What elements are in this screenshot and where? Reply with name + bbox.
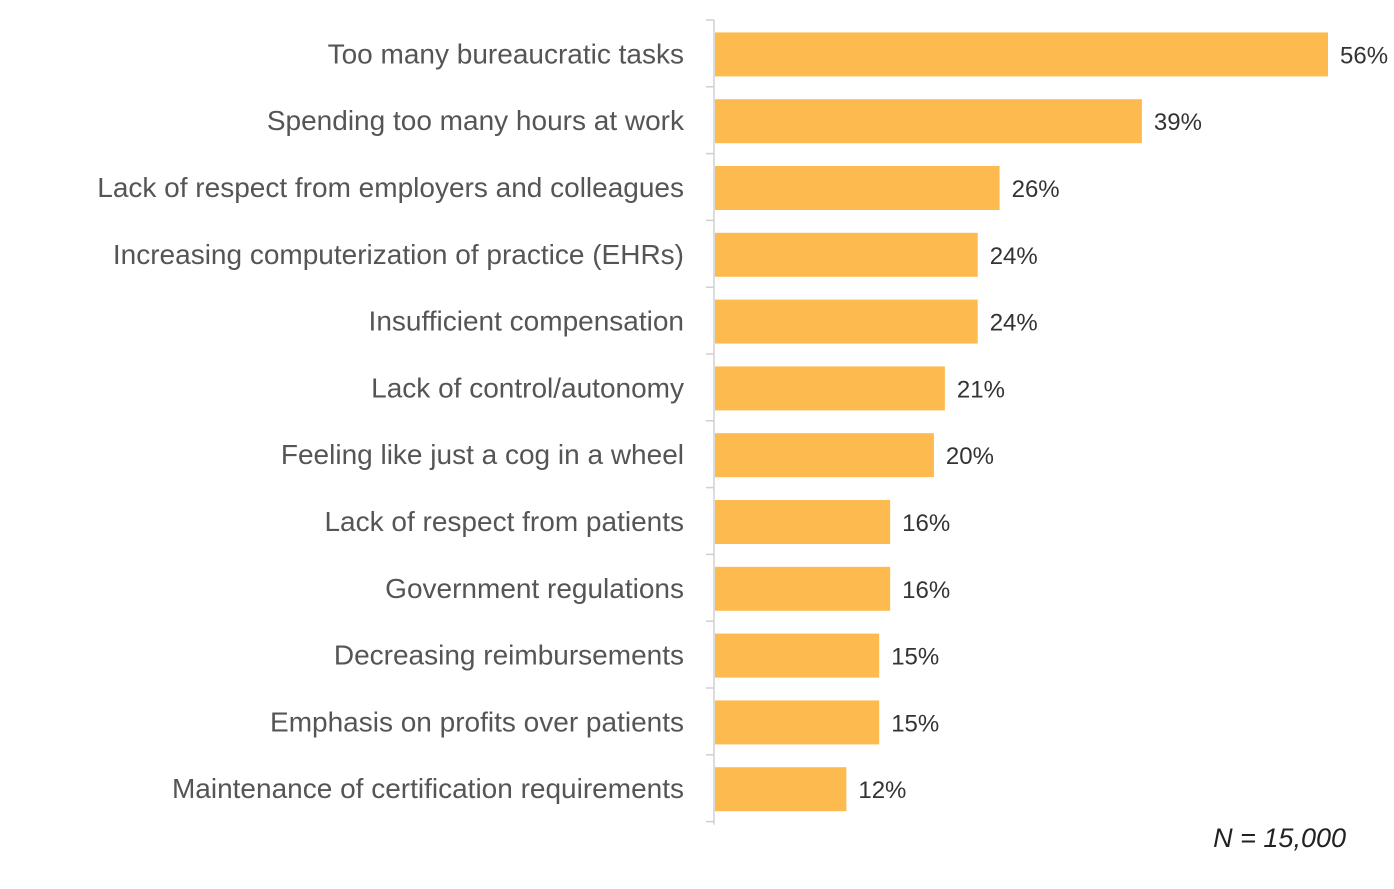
bar: [715, 232, 978, 277]
value-label: 16%: [902, 510, 950, 537]
bar: [715, 566, 891, 611]
value-label: 16%: [902, 577, 950, 604]
value-label: 24%: [990, 310, 1038, 337]
sample-size-note: N = 15,000: [1213, 823, 1346, 853]
value-label: 39%: [1154, 109, 1202, 136]
bars-layer: [715, 32, 1328, 812]
value-label: 21%: [957, 376, 1005, 403]
category-label: Decreasing reimbursements: [334, 640, 684, 671]
value-label: 26%: [1012, 176, 1060, 203]
category-label: Insufficient compensation: [369, 306, 684, 337]
bar: [715, 433, 934, 478]
axis-layer: [706, 19, 715, 825]
category-label: Emphasis on profits over patients: [270, 706, 684, 737]
category-label: Lack of respect from employers and colle…: [97, 172, 684, 203]
category-label: Feeling like just a cog in a wheel: [281, 439, 684, 470]
category-label: Lack of respect from patients: [324, 506, 684, 537]
category-label: Increasing computerization of practice (…: [113, 239, 684, 270]
category-label: Lack of control/autonomy: [371, 372, 684, 403]
category-label: Maintenance of certification requirement…: [172, 773, 684, 804]
bar: [715, 767, 847, 812]
bar: [715, 32, 1328, 77]
value-label: 56%: [1340, 42, 1388, 69]
value-label: 12%: [858, 777, 906, 804]
value-label: 20%: [946, 443, 994, 470]
bar: [715, 633, 880, 678]
bar: [715, 166, 1000, 210]
category-label: Government regulations: [385, 573, 684, 604]
category-labels: Too many bureaucratic tasks Spending too …: [97, 38, 685, 804]
category-label: Spending too many hours at work: [267, 105, 685, 136]
value-label: 24%: [990, 243, 1038, 270]
value-label: 15%: [891, 644, 939, 671]
bar: [715, 500, 891, 544]
bar: [715, 700, 880, 745]
bar: [715, 99, 1142, 144]
category-label: Too many bureaucratic tasks: [328, 38, 684, 69]
value-label: 15%: [891, 710, 939, 737]
bar: [715, 366, 945, 411]
bar: [715, 299, 978, 344]
value-labels: 56% 39% 26% 24% 24% 21% 20% 16% 16% 15% 15% 12%: [858, 42, 1388, 804]
